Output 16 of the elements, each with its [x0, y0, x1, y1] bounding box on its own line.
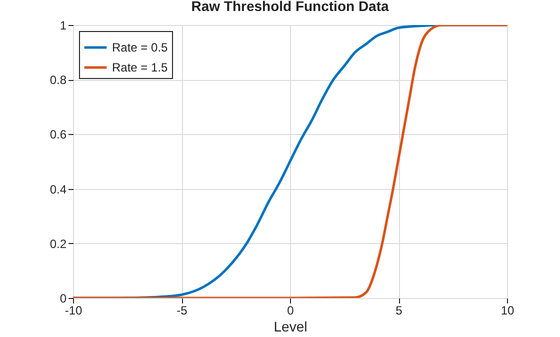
line-series — [73, 25, 507, 298]
x-tick-label: 5 — [396, 304, 403, 318]
legend-label: Rate = 0.5 — [112, 40, 168, 54]
x-tick-label: 0 — [287, 304, 294, 318]
y-tick-label: 0.4 — [50, 182, 67, 196]
chart-title: Raw Threshold Function Data — [191, 0, 389, 14]
y-tick-label: 0.6 — [50, 128, 67, 142]
y-tick-label: 0.8 — [50, 73, 67, 88]
x-tick-label: -10 — [64, 304, 82, 318]
legend-label: Rate = 1.5 — [112, 60, 168, 74]
x-axis-title: Level — [274, 318, 308, 334]
y-tick-label: 1 — [60, 18, 67, 32]
y-tick-label: 0.2 — [50, 236, 67, 251]
x-tick-label: 10 — [500, 304, 514, 318]
x-tick-label: -5 — [176, 304, 188, 318]
y-tick-label: 0 — [60, 292, 67, 306]
